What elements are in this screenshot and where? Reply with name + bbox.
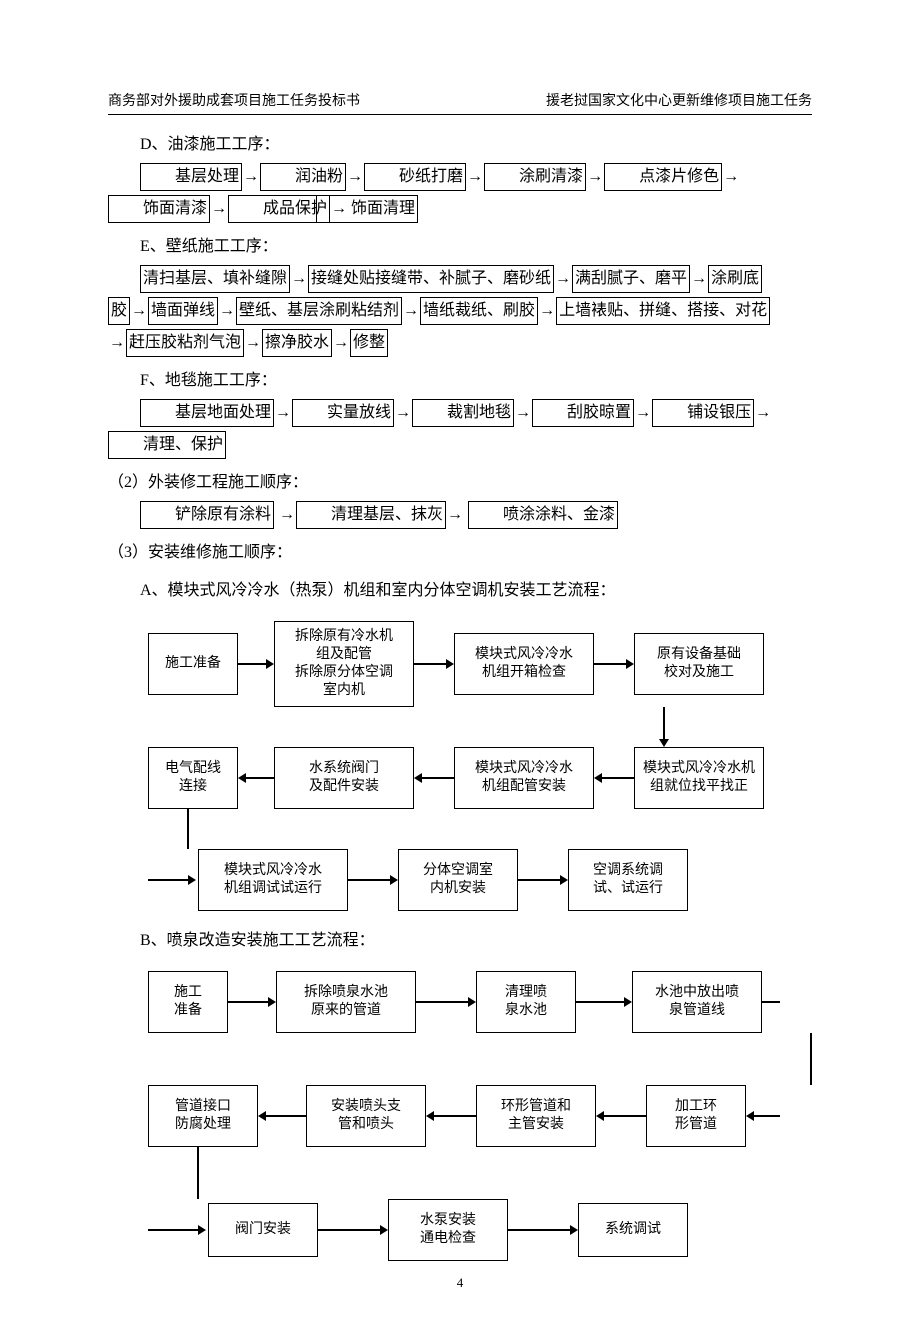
step-box: 胶	[108, 297, 130, 325]
fc-box: 模块式风冷冷水 机组开箱检查	[454, 633, 594, 695]
section-f-flow: 基层地面处理→实量放线→裁割地毯→刮胶晾置→铺设银压→清理、保护	[108, 397, 812, 461]
step-box: 饰面清理	[316, 195, 418, 223]
step-box: 饰面清漆	[108, 195, 210, 223]
flowchart-b: 施工 准备 拆除喷泉水池 原来的管道 清理喷 泉水池 水池中放出喷 泉管道线 管…	[148, 971, 812, 1261]
step-box: 润油粉	[260, 163, 346, 191]
fc-box: 清理喷 泉水池	[476, 971, 576, 1033]
fc-box: 原有设备基础 校对及施工	[634, 633, 764, 695]
step-box: 上墙裱贴、拼缝、搭接、对花	[556, 297, 770, 325]
section-f-title: F、地毯施工工序：	[108, 365, 812, 397]
fc-box: 拆除喷泉水池 原来的管道	[276, 971, 416, 1033]
step-box: 清理基层、抹灰	[296, 501, 446, 529]
step-box: 铲除原有涂料	[140, 501, 274, 529]
step-box: 喷涂涂料、金漆	[468, 501, 618, 529]
fc-box: 施工准备	[148, 633, 238, 695]
step-box: 基层处理	[140, 163, 242, 191]
fc-box: 安装喷头支 管和喷头	[306, 1085, 426, 1147]
fc-box: 施工 准备	[148, 971, 228, 1033]
step-box: 成品保护	[228, 195, 330, 223]
section-d-flow: 基层处理→润油粉→砂纸打磨→涂刷清漆→点漆片修色→饰面清漆→成品保护→饰面清理	[108, 161, 812, 225]
step-box: 满刮腻子、磨平	[572, 265, 690, 293]
header-rule	[108, 114, 812, 115]
header-left: 商务部对外援助成套项目施工任务投标书	[108, 90, 360, 110]
fc-box: 水系统阀门 及配件安装	[274, 747, 414, 809]
step-box: 接缝处贴接缝带、补腻子、磨砂纸	[308, 265, 554, 293]
section-3-title: （3）安装维修施工顺序：	[108, 537, 812, 569]
section-2-title: （2）外装修工程施工顺序：	[108, 467, 812, 499]
step-box: 砂纸打磨	[364, 163, 466, 191]
header-right: 援老挝国家文化中心更新维修项目施工任务	[546, 90, 812, 110]
step-box: 墙面弹线	[148, 297, 218, 325]
step-box: 壁纸、基层涂刷粘结剂	[236, 297, 402, 325]
section-d-title: D、油漆施工工序：	[108, 129, 812, 161]
page-number: 4	[108, 1275, 812, 1291]
step-box: 涂刷底	[708, 265, 762, 293]
fc-box: 系统调试	[578, 1203, 688, 1257]
fc-box: 模块式风冷冷水机 组就位找平找正	[634, 747, 764, 809]
step-box: 修整	[350, 329, 388, 357]
section-b-title: B、喷泉改造安装施工工艺流程：	[108, 925, 812, 957]
step-box: 基层地面处理	[140, 399, 274, 427]
fc-box: 管道接口 防腐处理	[148, 1085, 258, 1147]
step-box: 墙纸裁纸、刷胶	[420, 297, 538, 325]
step-box: 实量放线	[292, 399, 394, 427]
section-e-title: E、壁纸施工工序：	[108, 231, 812, 263]
step-box: 裁割地毯	[412, 399, 514, 427]
fc-box: 模块式风冷冷水 机组调试试运行	[198, 849, 348, 911]
fc-box: 水泵安装 通电检查	[388, 1199, 508, 1261]
fc-box: 模块式风冷冷水 机组配管安装	[454, 747, 594, 809]
fc-box: 加工环 形管道	[646, 1085, 746, 1147]
step-box: 铺设银压	[652, 399, 754, 427]
section-e-flow: 清扫基层、填补缝隙→接缝处贴接缝带、补腻子、磨砂纸→满刮腻子、磨平→涂刷底胶→墙…	[108, 263, 812, 359]
step-box: 清扫基层、填补缝隙	[140, 265, 290, 293]
step-box: 刮胶晾置	[532, 399, 634, 427]
step-box: 赶压胶粘剂气泡	[126, 329, 244, 357]
step-box: 擦净胶水	[262, 329, 332, 357]
step-box: 清理、保护	[108, 431, 226, 459]
section-a-title: A、模块式风冷冷水（热泵）机组和室内分体空调机安装工艺流程：	[108, 575, 812, 607]
step-box: 涂刷清漆	[484, 163, 586, 191]
fc-box: 分体空调室 内机安装	[398, 849, 518, 911]
fc-box: 水池中放出喷 泉管道线	[632, 971, 762, 1033]
flowchart-a: 施工准备 拆除原有冷水机 组及配管 拆除原分体空调 室内机 模块式风冷冷水 机组…	[148, 621, 812, 911]
section-2-flow: 铲除原有涂料 →清理基层、抹灰→ 喷涂涂料、金漆	[108, 499, 812, 531]
fc-box: 环形管道和 主管安装	[476, 1085, 596, 1147]
fc-box: 空调系统调 试、试运行	[568, 849, 688, 911]
fc-box: 拆除原有冷水机 组及配管 拆除原分体空调 室内机	[274, 621, 414, 707]
fc-box: 电气配线 连接	[148, 747, 238, 809]
step-box: 点漆片修色	[604, 163, 722, 191]
fc-box: 阀门安装	[208, 1203, 318, 1257]
